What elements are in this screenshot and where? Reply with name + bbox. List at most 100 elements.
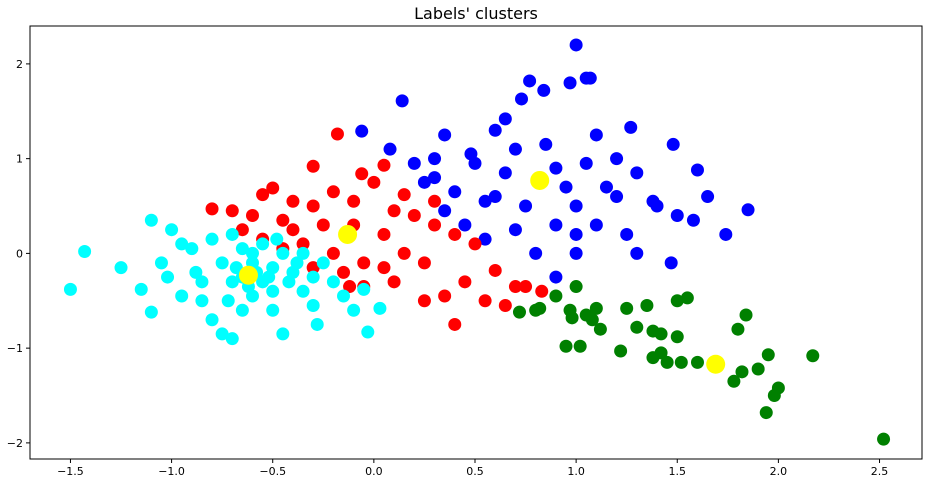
point	[397, 188, 411, 202]
point	[266, 284, 280, 298]
point	[282, 275, 296, 289]
point	[515, 92, 529, 106]
point	[464, 147, 478, 161]
point	[373, 301, 387, 315]
point	[215, 256, 229, 270]
point	[508, 142, 522, 156]
point	[326, 246, 340, 260]
point	[579, 156, 593, 170]
point	[877, 432, 891, 446]
point	[266, 181, 280, 195]
point	[326, 275, 340, 289]
point	[306, 299, 320, 313]
point	[306, 199, 320, 213]
point	[195, 294, 209, 308]
point	[599, 180, 613, 194]
point	[448, 317, 462, 331]
point	[664, 256, 678, 270]
point	[488, 123, 502, 137]
point	[624, 120, 638, 134]
point	[614, 344, 628, 358]
point	[296, 284, 310, 298]
point	[759, 406, 773, 420]
point	[646, 351, 660, 365]
point	[498, 166, 512, 180]
point	[569, 199, 583, 213]
point	[225, 332, 239, 346]
point	[290, 256, 304, 270]
point	[296, 237, 310, 251]
point	[670, 208, 684, 222]
point	[134, 282, 148, 296]
point	[589, 218, 603, 232]
point	[620, 227, 634, 241]
point	[549, 270, 563, 284]
point	[646, 194, 660, 208]
point	[407, 208, 421, 222]
point	[529, 246, 543, 260]
point	[114, 261, 128, 275]
point	[63, 282, 77, 296]
y-tick-label: −2	[7, 437, 23, 450]
x-tick-label: −1.0	[158, 465, 185, 478]
point	[549, 289, 563, 303]
point	[512, 305, 526, 319]
point	[266, 303, 280, 317]
point	[144, 213, 158, 227]
y-tick-label: 2	[16, 58, 23, 71]
point	[397, 246, 411, 260]
point	[771, 381, 785, 395]
point	[630, 246, 644, 260]
point	[559, 180, 573, 194]
point	[670, 294, 684, 308]
point	[367, 175, 381, 189]
x-tick-label: 2.0	[770, 465, 788, 478]
plot-frame	[29, 25, 923, 460]
point	[573, 339, 587, 353]
point	[468, 237, 482, 251]
point	[579, 71, 593, 85]
point	[310, 317, 324, 331]
point	[225, 204, 239, 218]
point	[154, 256, 168, 270]
point	[428, 194, 442, 208]
point	[741, 203, 755, 217]
point	[256, 237, 270, 251]
x-tick-label: −0.5	[259, 465, 286, 478]
point	[78, 245, 92, 259]
point	[690, 355, 704, 369]
point	[488, 190, 502, 204]
point	[417, 294, 431, 308]
point	[438, 128, 452, 142]
y-tick-label: 1	[16, 153, 23, 166]
x-tick-label: 1.0	[567, 465, 585, 478]
point	[377, 261, 391, 275]
point	[519, 280, 533, 294]
centroid	[530, 170, 550, 190]
point	[286, 223, 300, 237]
point	[610, 152, 624, 166]
point	[175, 237, 189, 251]
point	[537, 83, 551, 97]
point	[549, 218, 563, 232]
point	[458, 218, 472, 232]
point	[357, 256, 371, 270]
point	[270, 232, 284, 246]
point	[630, 166, 644, 180]
point	[690, 163, 704, 177]
point	[347, 303, 361, 317]
point	[428, 171, 442, 185]
point	[654, 327, 668, 341]
centroid	[238, 265, 258, 285]
point	[478, 294, 492, 308]
point	[686, 213, 700, 227]
y-tick-label: 0	[16, 247, 23, 260]
point	[569, 227, 583, 241]
point	[630, 320, 644, 334]
point	[563, 76, 577, 90]
point	[195, 275, 209, 289]
point	[508, 280, 522, 294]
point	[361, 325, 375, 339]
centroid	[706, 354, 726, 374]
